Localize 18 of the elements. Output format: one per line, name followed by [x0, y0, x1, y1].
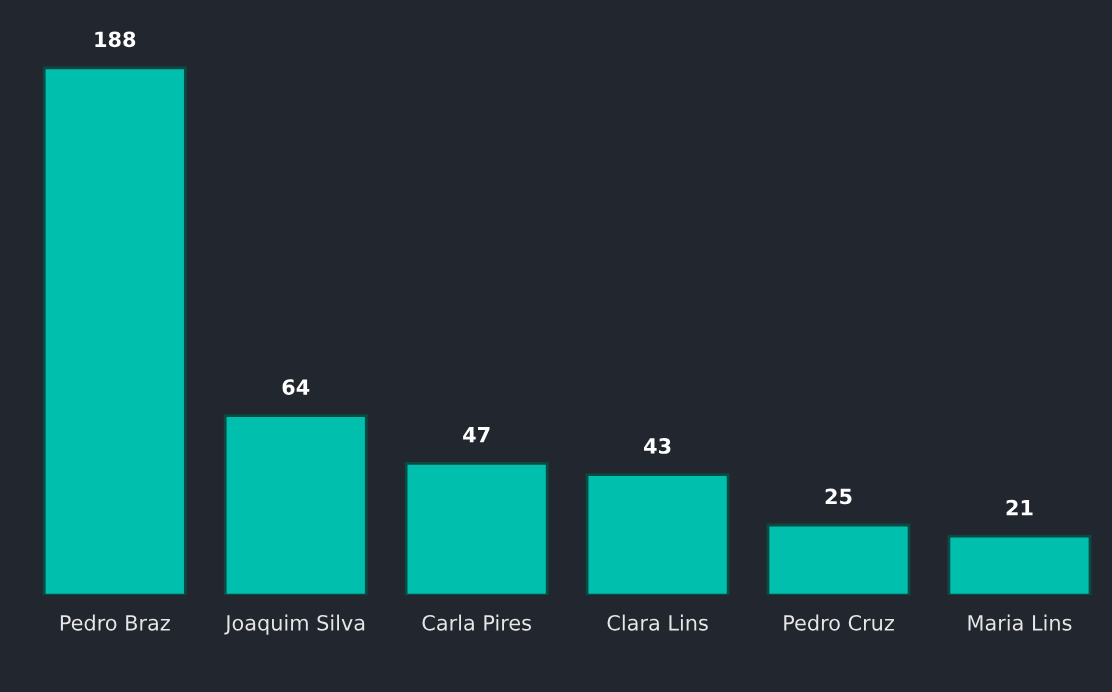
data-label: 25	[825, 488, 852, 505]
bar	[42, 66, 187, 596]
bar	[223, 414, 368, 596]
x-tick-label: Pedro Braz	[60, 614, 170, 631]
data-label: 47	[463, 427, 490, 443]
bar	[947, 534, 1092, 596]
x-tick-label: Pedro Cruz	[784, 614, 894, 631]
x-tick-label: Joaquim Silva	[224, 614, 365, 635]
data-label: 43	[644, 438, 671, 454]
data-label: 21	[1006, 499, 1033, 516]
x-tick-label: Maria Lins	[968, 614, 1072, 631]
x-tick-label: Carla Pires	[422, 614, 531, 631]
bar	[766, 523, 911, 596]
data-label: 188	[95, 31, 136, 48]
x-tick-label: Clara Lins	[607, 614, 708, 631]
bar	[404, 461, 549, 596]
data-label: 64	[282, 379, 310, 395]
bar	[585, 473, 730, 596]
